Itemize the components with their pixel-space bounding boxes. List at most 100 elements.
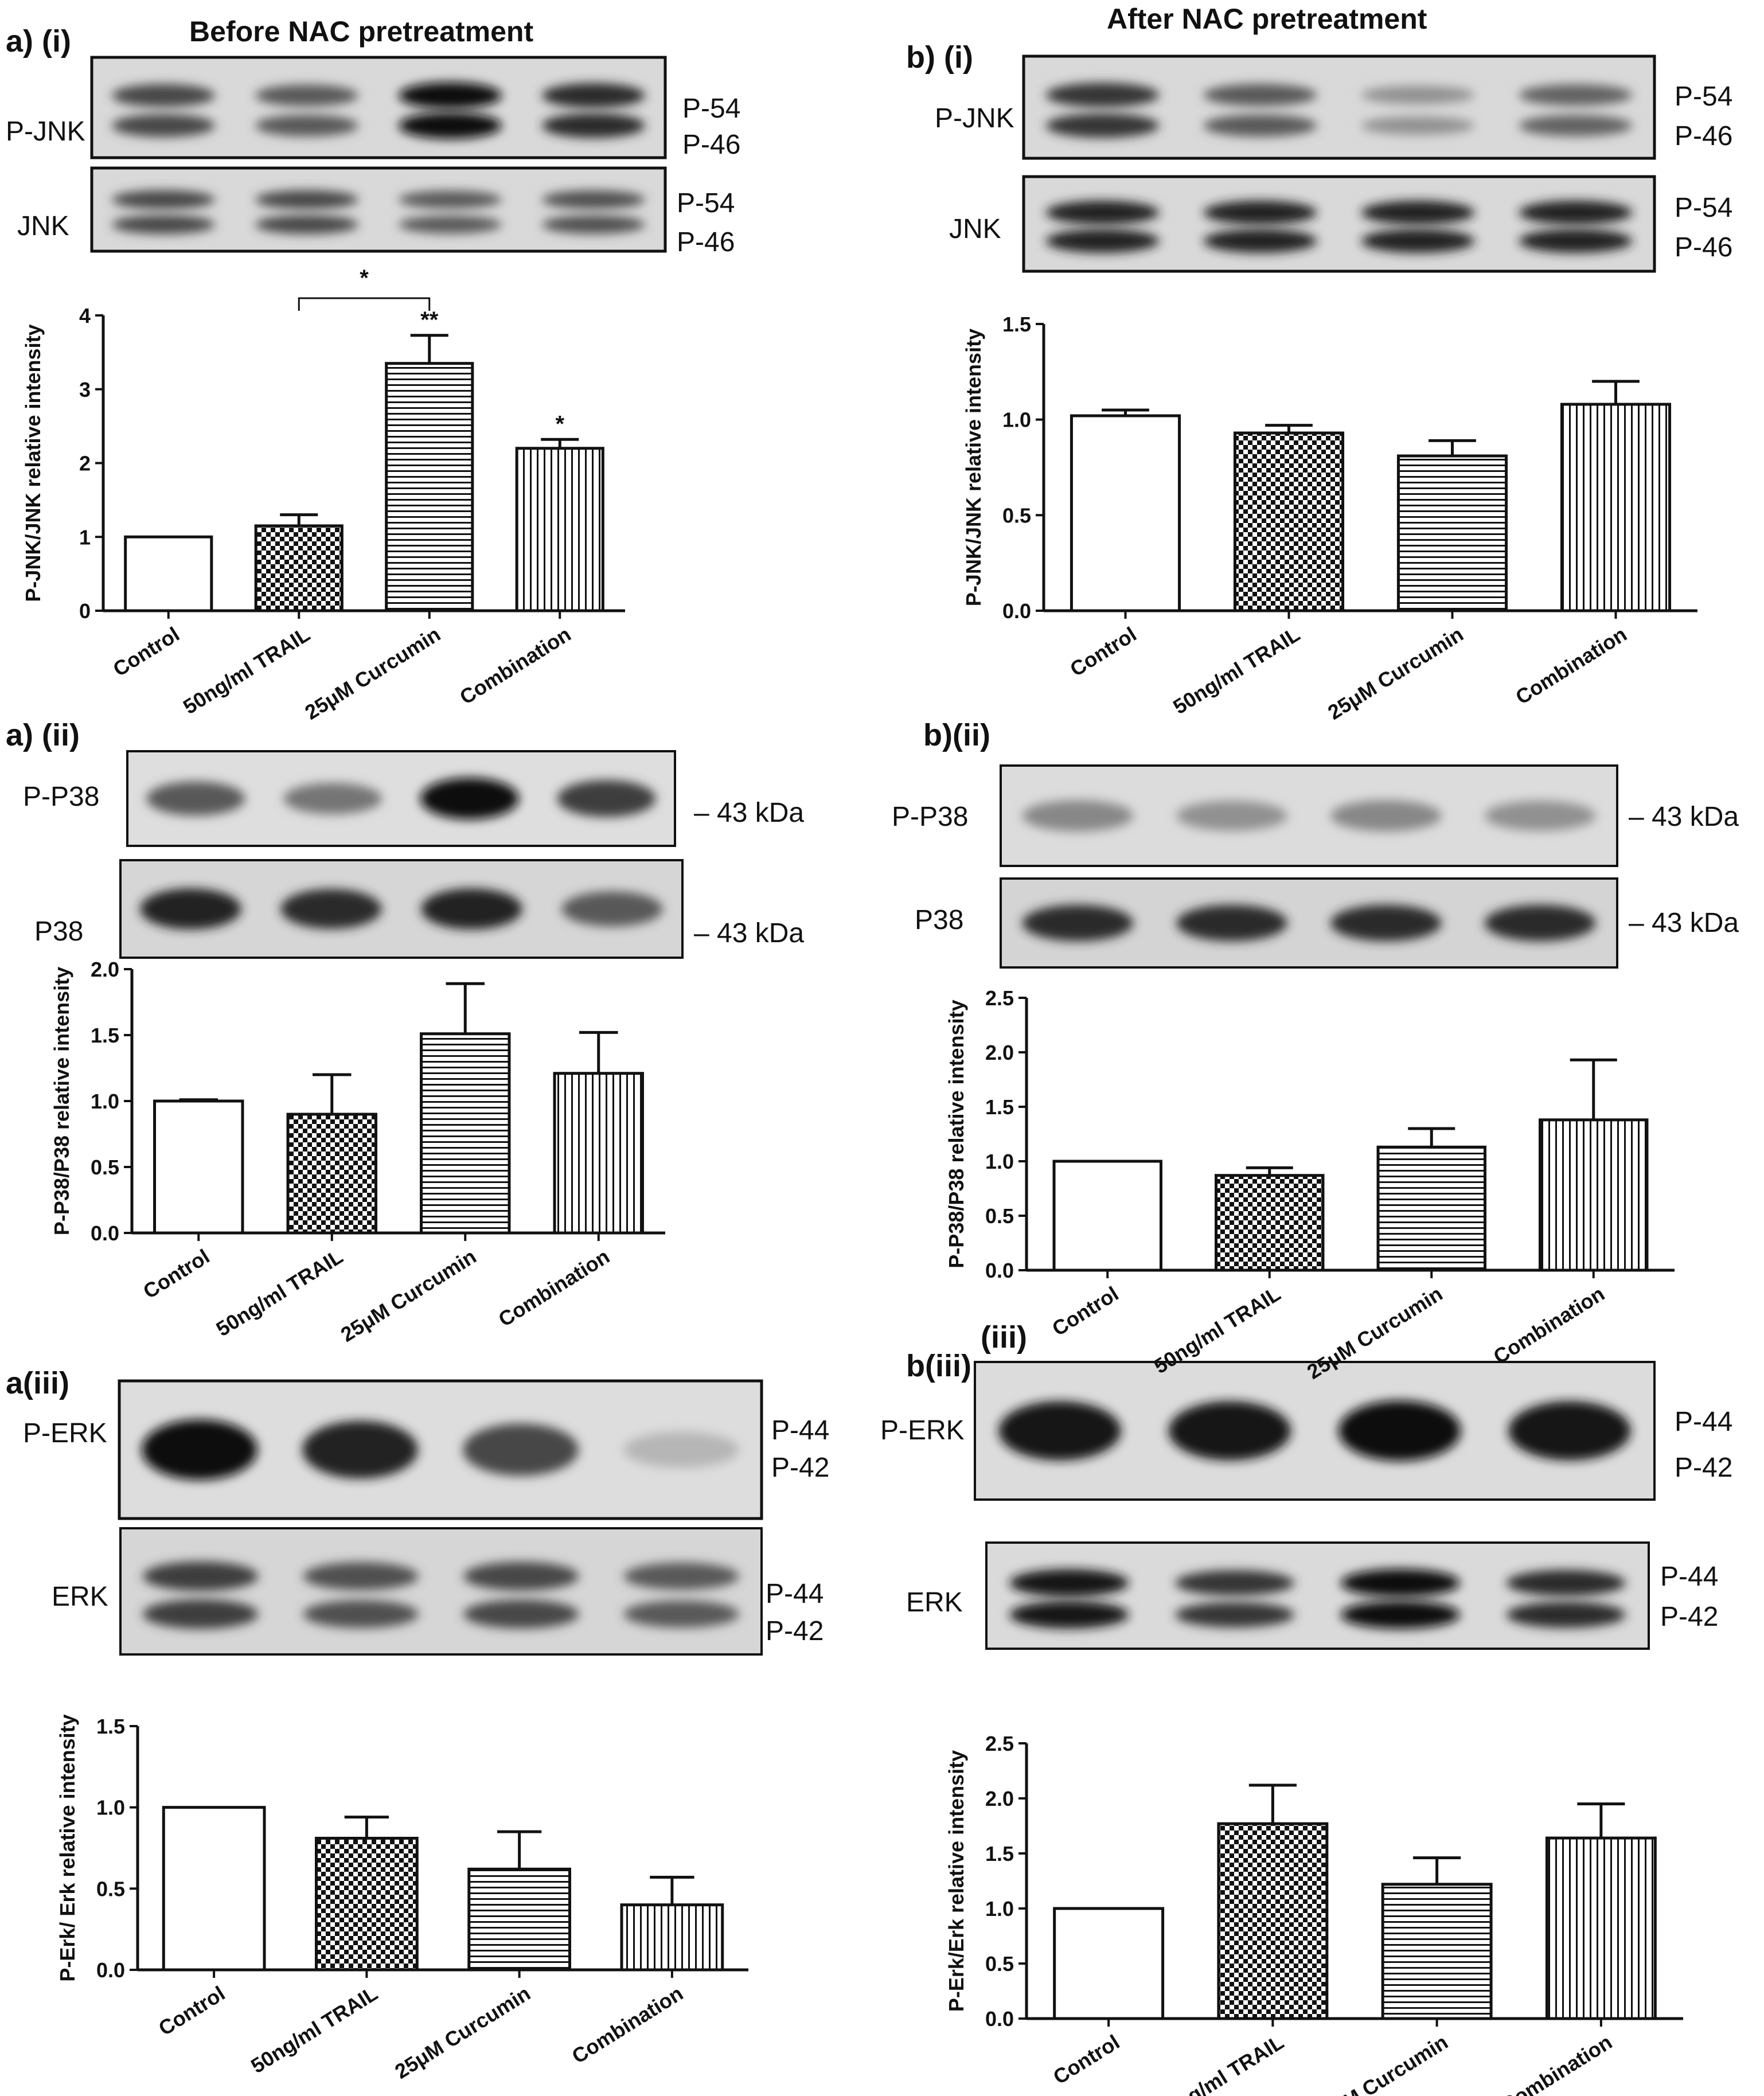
blot-band: [399, 190, 502, 209]
y-tick-label: 0.5: [985, 1204, 1014, 1228]
bar: [1052, 1160, 1162, 1272]
x-category-label: Combination: [1511, 622, 1630, 709]
y-axis-label: P-JNK/JNK relative intensity: [962, 329, 985, 606]
blot-band: [146, 781, 245, 816]
blot-band: [1045, 200, 1160, 225]
marker-label-top: P-54: [682, 93, 740, 124]
marker-label-bottom: P-46: [1675, 232, 1732, 263]
x-category-label: Combination: [1489, 1282, 1609, 1368]
blot-band: [542, 113, 645, 138]
y-tick-label: 0.5: [91, 1156, 119, 1179]
blot-frame: [1022, 54, 1656, 160]
y-tick-label: 2: [79, 452, 91, 475]
blot-band: [1045, 113, 1160, 138]
blot-band: [1506, 1602, 1626, 1628]
y-tick-label: 1.0: [1002, 408, 1031, 432]
blot-band: [1022, 904, 1134, 942]
bar: [1560, 403, 1672, 612]
marker-label-top: P-44: [771, 1415, 829, 1446]
blot-band: [1203, 114, 1317, 137]
bar: [153, 1099, 244, 1235]
after-nac-title: After NAC pretreatment: [1107, 3, 1427, 35]
blot-b-iii-perk: P-ERK P-44 P-42: [880, 1361, 1732, 1501]
blot-band: [302, 1420, 418, 1479]
blot-band: [420, 778, 519, 819]
bar: [124, 535, 213, 612]
y-axis-label: P-P38/P38 relative intensity: [945, 1000, 968, 1268]
marker-label-top: P-44: [766, 1579, 824, 1609]
bar: [315, 1837, 419, 1972]
blot-band: [1175, 1570, 1295, 1596]
blot-a-iii-erk: ERK P-44 P-42: [52, 1527, 824, 1656]
blot-band: [421, 888, 522, 930]
panel-label-b-iii: b(iii): [906, 1349, 971, 1383]
marker-label-bottom: P-42: [766, 1616, 824, 1646]
blot-label: ERK: [906, 1587, 963, 1618]
bar: [1396, 454, 1508, 612]
blot-band: [1168, 1401, 1291, 1461]
x-category-label: 25μM Curcumin: [337, 1244, 481, 1346]
blot-label: P38: [34, 916, 83, 947]
blot-band: [399, 82, 502, 109]
blot-band: [463, 1562, 579, 1591]
blot-band: [140, 888, 241, 930]
panel-label-a-ii: a) (ii): [6, 718, 80, 752]
bar: [1215, 1174, 1325, 1272]
x-category-label: Control: [1066, 622, 1140, 681]
y-axis-label: P-Erk/Erk relative intensity: [945, 1750, 968, 2012]
blot-band: [998, 1401, 1121, 1461]
x-category-label: 50ng/ml TRAIL: [1169, 622, 1304, 719]
blot-frame: [90, 166, 667, 253]
blot-a-ii-pp38: P-P38 – 43 kDa: [23, 750, 804, 847]
x-category-label: Combination: [455, 622, 575, 709]
x-category-label: Control: [109, 622, 184, 681]
blot-band: [255, 215, 358, 235]
blot-b-i-pjnk: P-JNK P-54 P-46: [935, 54, 1732, 160]
y-tick-label: 2.5: [985, 986, 1014, 1010]
blot-label: P-JNK: [6, 116, 85, 147]
x-category-label: Control: [139, 1244, 213, 1303]
marker-label-bottom: P-42: [771, 1453, 829, 1483]
bar: [1381, 1883, 1493, 2020]
blot-band: [1009, 1569, 1129, 1597]
blot-band: [1361, 229, 1475, 253]
blot-band: [1340, 1601, 1460, 1629]
y-tick-label: 2.0: [91, 958, 119, 981]
bracket-significance-mark: *: [360, 266, 369, 291]
blot-band: [1484, 801, 1596, 831]
x-category-label: Combination: [568, 1981, 687, 2068]
blot-band: [255, 84, 358, 107]
marker-label: – 43 kDa: [694, 918, 804, 949]
blot-a-ii-p38: P38 – 43 kDa: [34, 859, 804, 959]
chart-b-ii: 0.0 0.5 1.0 1.5 2.0 2.5 P-P38/P38 relative int…: [945, 986, 1675, 1384]
blot-band: [399, 215, 502, 234]
blot-b-ii-p38: P38 – 43 kDa: [915, 877, 1739, 969]
blot-band: [280, 889, 382, 929]
blot-band: [303, 1600, 419, 1629]
blot-band: [1519, 229, 1633, 253]
blot-band: [1176, 904, 1287, 942]
blot-band: [557, 780, 656, 817]
x-category-label: 25μM Curcumin: [300, 622, 444, 724]
blot-band: [463, 1599, 579, 1629]
blot-band: [1338, 1400, 1461, 1461]
marker-label-bottom: P-42: [1660, 1602, 1718, 1632]
blot-band: [1361, 200, 1475, 225]
y-axis-label: P-P38/P38 relative intensity: [50, 967, 73, 1235]
bar: [467, 1867, 571, 1972]
blot-band: [1045, 229, 1160, 253]
blot-band: [1330, 904, 1442, 942]
y-tick-label: 2.5: [985, 1732, 1014, 1755]
x-category-label: 25μM Curcumin: [391, 1981, 534, 2083]
y-axis-label: P-Erk/ Erk relative intensity: [56, 1714, 79, 1981]
marker-label-top: P-54: [1675, 193, 1732, 223]
comparison-bracket: [298, 297, 431, 311]
bar: [1539, 1118, 1649, 1272]
bar: [1217, 1822, 1329, 2020]
blot-band: [112, 114, 215, 137]
marker-label-top: P-54: [1675, 81, 1732, 112]
blot-band: [112, 84, 215, 107]
y-tick-label: 1.0: [985, 1150, 1014, 1173]
blot-band: [1045, 83, 1160, 107]
blot-label: JNK: [17, 211, 69, 241]
